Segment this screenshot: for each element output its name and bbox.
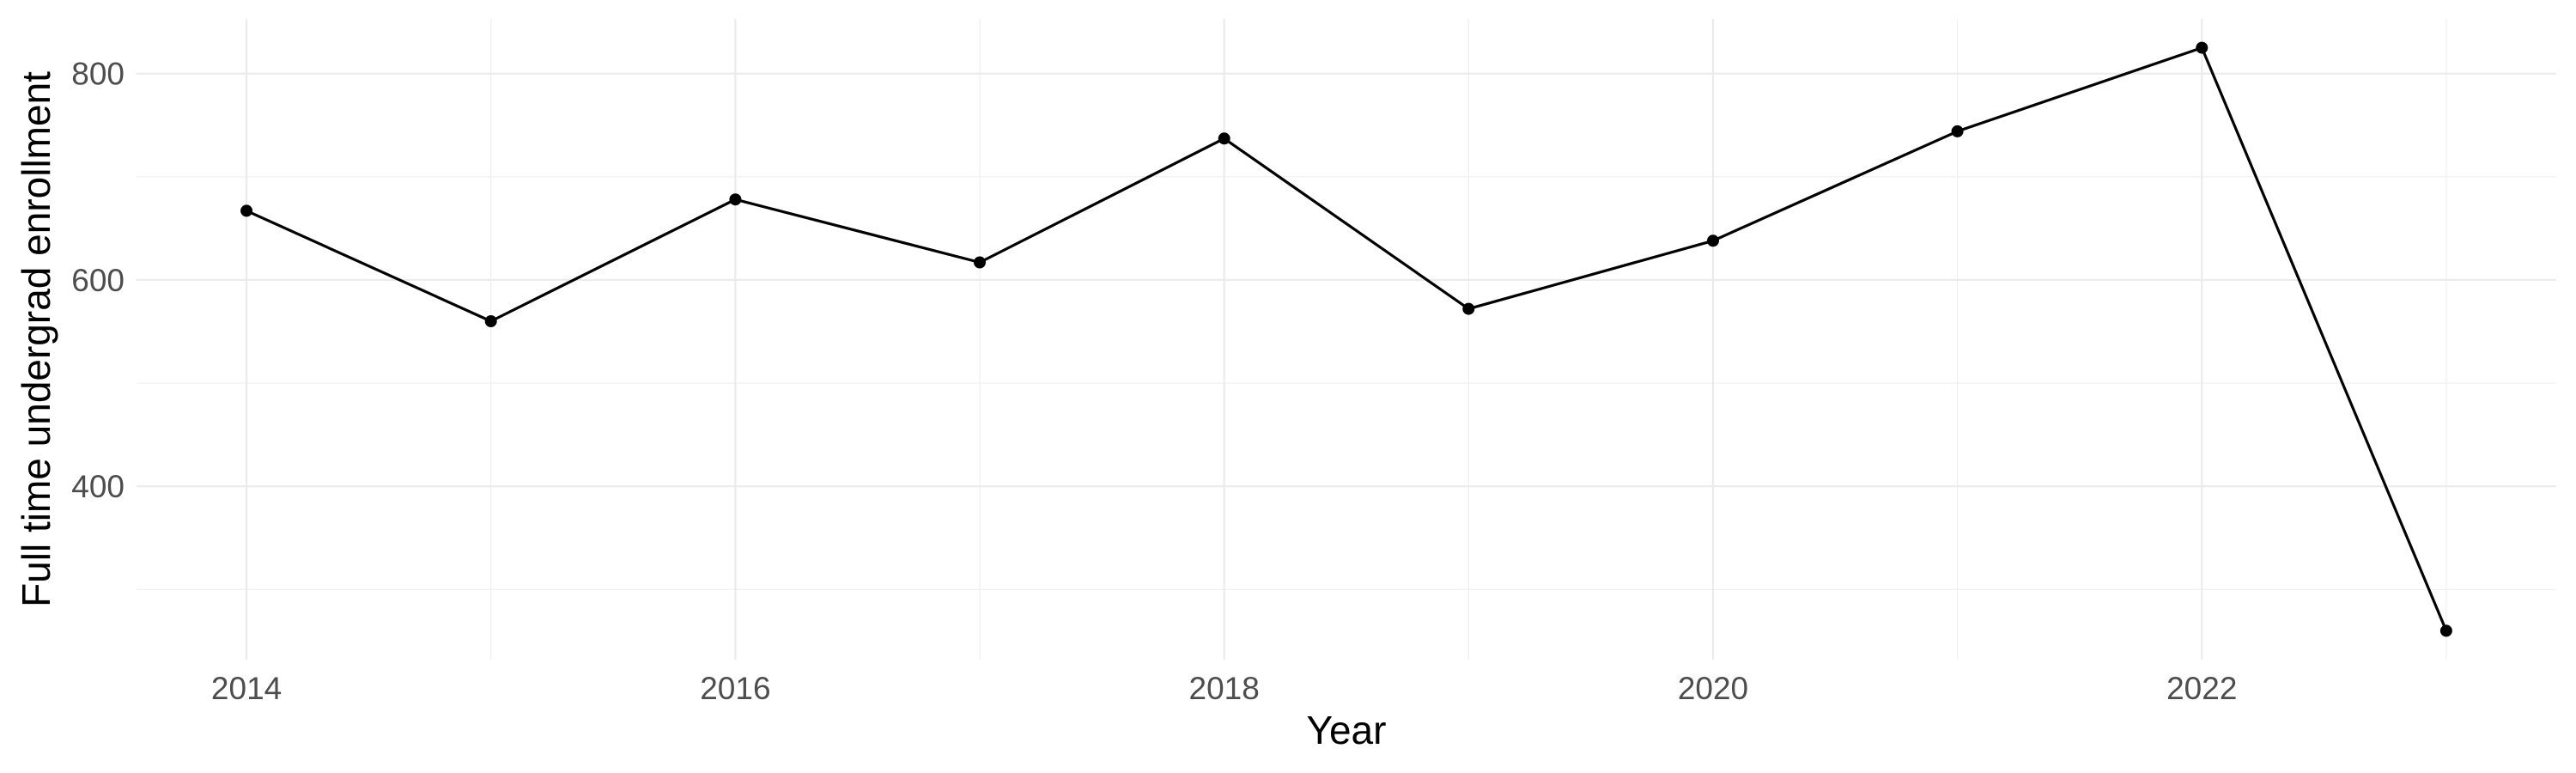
data-point bbox=[2439, 624, 2452, 637]
data-point bbox=[2196, 41, 2208, 54]
x-tick-label: 2020 bbox=[1678, 671, 1748, 706]
enrollment-line bbox=[246, 46, 2448, 632]
data-point bbox=[484, 315, 497, 327]
x-axis-tick-labels: 2014 2016 2018 2020 2022 bbox=[211, 671, 2237, 706]
y-tick-label: 800 bbox=[71, 57, 125, 92]
enrollment-series bbox=[240, 41, 2452, 637]
y-axis-title: Full time undergrad enrollment bbox=[14, 71, 58, 607]
x-tick-label: 2018 bbox=[1189, 671, 1260, 706]
data-point bbox=[974, 256, 986, 269]
y-axis-tick-labels: 400 600 800 bbox=[71, 57, 125, 505]
data-point bbox=[729, 193, 742, 206]
x-tick-label: 2022 bbox=[2166, 671, 2237, 706]
data-point bbox=[240, 204, 253, 217]
data-point bbox=[1951, 125, 1964, 137]
data-point bbox=[1707, 234, 1719, 247]
x-tick-label: 2016 bbox=[700, 671, 770, 706]
x-tick-label: 2014 bbox=[211, 671, 282, 706]
x-axis-title: Year bbox=[1307, 708, 1387, 752]
y-tick-label: 600 bbox=[71, 263, 125, 298]
major-gridlines bbox=[137, 19, 2556, 660]
data-point bbox=[1462, 302, 1475, 315]
y-tick-label: 400 bbox=[71, 469, 125, 504]
minor-gridlines bbox=[137, 19, 2556, 660]
data-point bbox=[1218, 132, 1230, 145]
